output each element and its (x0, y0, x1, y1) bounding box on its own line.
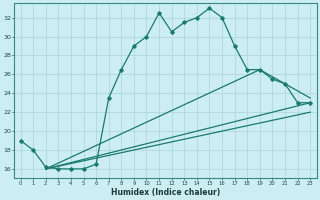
X-axis label: Humidex (Indice chaleur): Humidex (Indice chaleur) (111, 188, 220, 197)
